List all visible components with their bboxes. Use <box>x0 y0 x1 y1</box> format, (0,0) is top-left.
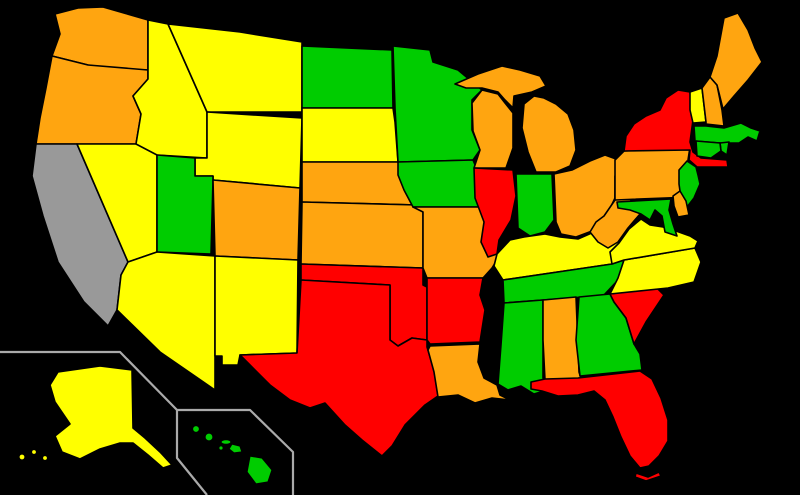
state-oregon <box>35 55 149 145</box>
state-connecticut <box>695 140 722 159</box>
state-texas <box>239 279 439 457</box>
island-molokai <box>220 439 232 446</box>
state-arkansas <box>426 277 486 345</box>
island-lanai <box>218 445 224 451</box>
hawaii-inset-border <box>177 408 295 495</box>
state-south-dakota <box>301 107 399 163</box>
state-new-mexico <box>214 255 299 366</box>
aleutian-island-3 <box>41 454 49 462</box>
state-maine <box>709 12 763 110</box>
island-hawaii-big-island <box>246 455 273 485</box>
state-delaware <box>672 190 690 218</box>
lower-48-states <box>31 6 763 482</box>
alaska-inset <box>18 365 173 469</box>
state-alaska <box>49 365 173 469</box>
state-indiana <box>515 173 555 237</box>
state-virginia <box>609 218 699 265</box>
state-florida <box>530 370 669 482</box>
state-kansas <box>300 201 424 269</box>
island-oahu <box>204 432 214 442</box>
state-colorado <box>212 179 301 261</box>
state-wisconsin <box>471 89 514 169</box>
aleutian-island-1 <box>18 453 26 461</box>
state-iowa <box>397 159 484 208</box>
state-louisiana <box>427 343 511 404</box>
inset-borders <box>0 350 295 495</box>
island-maui <box>228 443 243 454</box>
island-kauai <box>191 424 201 434</box>
hawaii-inset <box>191 424 273 485</box>
state-vermont <box>689 87 707 124</box>
state-maryland <box>616 198 678 237</box>
state-north-carolina <box>609 247 702 295</box>
aleutian-island-2 <box>30 448 38 456</box>
state-michigan <box>454 65 577 173</box>
state-new-jersey <box>678 160 701 208</box>
state-north-dakota <box>301 45 394 109</box>
